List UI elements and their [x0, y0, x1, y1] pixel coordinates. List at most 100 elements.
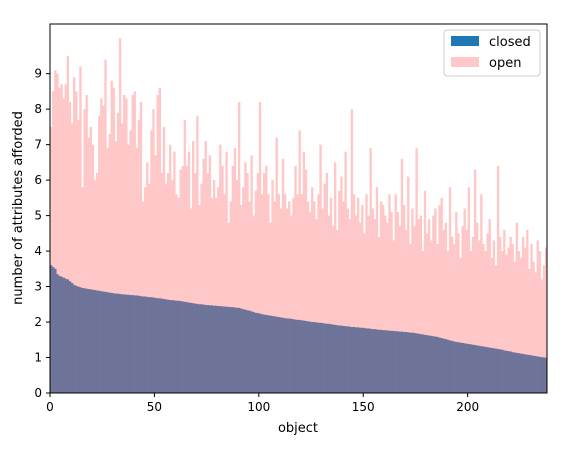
closed-bar	[281, 317, 285, 393]
closed-bar	[317, 322, 320, 393]
closed-bar	[83, 288, 86, 393]
open-bar	[52, 91, 55, 393]
closed-bar	[283, 318, 287, 393]
closed-bar	[189, 302, 193, 393]
closed-bar	[240, 308, 243, 393]
x-tick-label: 150	[352, 400, 375, 414]
closed-bar	[444, 339, 448, 393]
closed-bar	[171, 300, 174, 393]
open-bar	[469, 251, 473, 393]
open-bar	[112, 87, 116, 394]
closed-bar	[89, 289, 93, 393]
closed-bar	[457, 342, 460, 393]
x-axis-label: object	[278, 421, 318, 436]
closed-bar	[229, 307, 232, 393]
x-tick-label: 100	[247, 400, 270, 414]
legend-swatch-closed	[451, 36, 479, 46]
open-bar	[457, 233, 460, 393]
closed-bar	[409, 332, 412, 393]
open-bar	[467, 187, 471, 393]
open-bar	[373, 219, 377, 393]
closed-bar	[127, 294, 130, 393]
closed-bar	[181, 301, 184, 393]
closed-bar	[248, 310, 251, 393]
open-bar	[288, 201, 291, 393]
closed-bar	[212, 305, 216, 393]
open-bar	[237, 102, 241, 393]
closed-bar	[465, 343, 468, 393]
closed-bar	[530, 355, 533, 393]
closed-bar	[263, 314, 266, 393]
open-bar	[476, 222, 479, 393]
closed-bar	[421, 334, 425, 393]
closed-bar	[304, 320, 308, 393]
open-bar	[367, 215, 370, 393]
open-bar	[204, 141, 207, 393]
open-bar	[317, 194, 320, 393]
open-bar	[313, 201, 316, 393]
closed-bar	[528, 355, 531, 393]
open-bar	[386, 222, 389, 393]
closed-bar	[271, 316, 274, 393]
open-bar	[509, 236, 512, 393]
open-bar	[482, 243, 485, 393]
closed-bar	[319, 322, 322, 393]
closed-bar	[162, 298, 166, 393]
open-bar	[290, 215, 293, 393]
open-bar	[319, 144, 322, 393]
closed-bar	[440, 338, 443, 393]
closed-bar	[235, 307, 239, 393]
open-bar	[148, 183, 151, 393]
closed-bar	[323, 323, 326, 393]
open-bar	[87, 137, 90, 393]
closed-bar	[125, 294, 128, 393]
closed-bar	[315, 322, 318, 393]
closed-bar	[430, 335, 433, 393]
closed-bar	[173, 300, 176, 393]
open-bar	[315, 219, 318, 393]
open-bar	[206, 173, 210, 393]
open-bar	[478, 240, 481, 393]
closed-bar	[471, 344, 475, 393]
closed-bar	[486, 347, 489, 393]
open-bar	[407, 176, 410, 393]
closed-bar	[480, 346, 483, 393]
open-bar	[50, 126, 53, 393]
closed-bar	[93, 290, 97, 393]
open-bar	[269, 222, 272, 393]
closed-bar	[311, 322, 314, 393]
closed-bar	[256, 313, 260, 393]
legend-label-closed: closed	[489, 35, 531, 50]
closed-bar	[511, 352, 514, 393]
open-bar	[298, 130, 301, 393]
closed-bar	[382, 330, 385, 393]
closed-bar	[534, 356, 537, 393]
open-bar	[129, 130, 132, 393]
closed-bar	[350, 327, 354, 393]
closed-bar	[250, 311, 253, 393]
open-bar	[440, 197, 443, 393]
open-bar	[375, 187, 379, 393]
open-bar	[183, 119, 187, 394]
y-axis-ticks: 0 1 2 3 4 5 6 7 8 9	[34, 67, 50, 400]
closed-bar	[194, 303, 197, 393]
closed-bar	[390, 330, 393, 393]
open-bar	[321, 208, 324, 393]
closed-bar	[488, 347, 491, 393]
closed-bar	[394, 331, 397, 393]
closed-bar	[400, 331, 404, 393]
open-bar	[434, 208, 437, 393]
y-tick-label: 2	[34, 315, 42, 329]
open-bar	[354, 215, 358, 393]
open-bar	[54, 70, 57, 393]
plot-frame	[49, 23, 548, 394]
open-bar	[400, 158, 404, 393]
closed-bar	[298, 319, 301, 393]
closed-bar	[198, 304, 201, 393]
closed-bar	[252, 312, 255, 393]
closed-bar	[254, 312, 258, 393]
open-bar	[346, 208, 349, 393]
closed-bar	[524, 354, 527, 393]
open-bar	[446, 251, 450, 393]
open-bar	[267, 194, 270, 393]
